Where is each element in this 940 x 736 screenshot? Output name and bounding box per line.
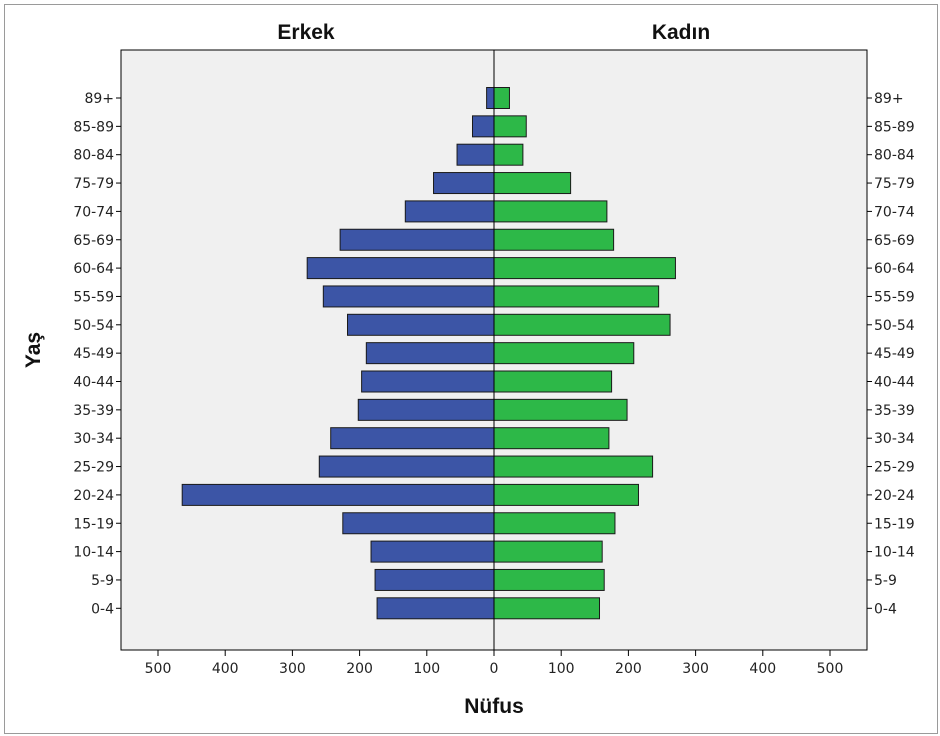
bar-erkek-60-64 (306, 257, 495, 280)
bars-group (181, 87, 676, 620)
bar-kadn-20-24 (493, 483, 639, 506)
bar-kadn-35-39 (493, 398, 628, 421)
y-tick-label-right: 35-39 (874, 403, 915, 419)
x-tick-label: 500 (145, 661, 172, 677)
bar-erkek-55-59 (322, 285, 495, 308)
bar-erkek-5-9 (374, 568, 495, 591)
x-tick-label: 100 (413, 661, 440, 677)
x-tick-label: 400 (749, 661, 776, 677)
bar-kadn-30-34 (493, 427, 610, 450)
bar-kadn-40-44 (493, 370, 613, 393)
x-axis-title: Nüfus (464, 695, 524, 718)
bar-kadn-75-79 (493, 172, 572, 195)
y-tick-label-right: 60-64 (874, 261, 915, 277)
x-tick-label: 500 (817, 661, 844, 677)
y-tick-label-right: 15-19 (874, 516, 915, 532)
bar-erkek-25-29 (318, 455, 495, 478)
x-tick-label: 200 (615, 661, 642, 677)
bar-kadn-85-89 (493, 115, 527, 138)
bar-erkek-35-39 (357, 398, 495, 421)
x-tick-label: 0 (490, 661, 499, 677)
bar-erkek-50-54 (347, 313, 495, 336)
y-tick-label-right: 30-34 (874, 431, 915, 447)
bar-erkek-10-14 (370, 540, 495, 563)
y-tick-label-left: 80-84 (73, 148, 114, 164)
x-tick-label: 400 (212, 661, 239, 677)
y-axis-right: 0-4 5-9 10-14 15-19 20-24 25-29 30-34 35-39 40-4… (867, 91, 915, 617)
chart-frame: Erkek Kadın 0-4 5-9 10-14 15-19 20-24 25-29 30… (4, 4, 938, 734)
y-tick-label-right: 55-59 (874, 289, 915, 305)
bar-kadn-15-19 (493, 512, 616, 535)
y-tick-label-left: 65-69 (73, 233, 114, 249)
y-tick-label-left: 55-59 (73, 289, 114, 305)
y-tick-label-left: 45-49 (73, 346, 114, 362)
y-axis-title: Yaş (22, 332, 45, 368)
y-tick-label-right: 0-4 (874, 601, 897, 617)
y-tick-label-left: 15-19 (73, 516, 114, 532)
bar-erkek-85-89 (471, 115, 495, 138)
bar-kadn-55-59 (493, 285, 660, 308)
bar-erkek-70-74 (404, 200, 495, 223)
y-tick-label-left: 85-89 (73, 119, 114, 135)
y-tick-label-right: 25-29 (874, 460, 915, 476)
bar-erkek-30-34 (330, 427, 495, 450)
panel-title-right: Kadın (652, 21, 710, 44)
y-tick-label-right: 40-44 (874, 375, 915, 391)
y-tick-label-left: 20-24 (73, 488, 114, 504)
bar-kadn-65-69 (493, 228, 615, 251)
y-tick-label-right: 89+ (874, 91, 904, 107)
y-tick-label-right: 10-14 (874, 545, 915, 561)
y-tick-label-right: 20-24 (874, 488, 915, 504)
y-tick-label-right: 65-69 (874, 233, 915, 249)
bar-erkek-80-84 (456, 143, 495, 166)
bar-kadn-5-9 (493, 568, 605, 591)
bar-kadn-45-49 (493, 342, 635, 365)
x-axis: 500 400 300 200 100 0 100 200 300 400 500 (145, 650, 844, 677)
bar-erkek-45-49 (365, 342, 495, 365)
y-tick-label-right: 70-74 (874, 204, 915, 220)
bar-kadn-70-74 (493, 200, 608, 223)
bar-erkek-75-79 (433, 172, 495, 195)
y-tick-label-left: 60-64 (73, 261, 114, 277)
y-tick-label-left: 89+ (84, 91, 114, 107)
bar-kadn-10-14 (493, 540, 603, 563)
y-axis-left: 0-4 5-9 10-14 15-19 20-24 25-29 30-34 35-39 40-4… (73, 91, 121, 617)
bar-erkek-65-69 (339, 228, 495, 251)
bar-kadn-50-54 (493, 313, 671, 336)
y-tick-label-left: 10-14 (73, 545, 114, 561)
bar-erkek-40-44 (361, 370, 495, 393)
y-tick-label-left: 35-39 (73, 403, 114, 419)
y-tick-label-left: 50-54 (73, 318, 114, 334)
bar-erkek-15-19 (342, 512, 495, 535)
y-tick-label-left: 5-9 (91, 573, 114, 589)
y-tick-label-left: 0-4 (91, 601, 114, 617)
bar-kadn-25-29 (493, 455, 654, 478)
y-tick-label-left: 40-44 (73, 375, 114, 391)
bar-kadn-60-64 (493, 257, 676, 280)
y-tick-label-left: 25-29 (73, 460, 114, 476)
y-tick-label-right: 85-89 (874, 119, 915, 135)
x-tick-label: 100 (548, 661, 575, 677)
x-tick-label: 300 (279, 661, 306, 677)
bar-erkek-20-24 (181, 483, 495, 506)
y-tick-label-right: 45-49 (874, 346, 915, 362)
y-tick-label-left: 70-74 (73, 204, 114, 220)
y-tick-label-right: 50-54 (874, 318, 915, 334)
bar-kadn-89+ (493, 87, 510, 109)
y-tick-label-left: 30-34 (73, 431, 114, 447)
population-pyramid-chart: Erkek Kadın 0-4 5-9 10-14 15-19 20-24 25-29 30… (22, 21, 915, 718)
x-tick-label: 300 (682, 661, 709, 677)
panel-title-left: Erkek (277, 21, 335, 44)
bar-erkek-0-4 (376, 597, 495, 620)
y-tick-label-left: 75-79 (73, 176, 114, 192)
y-tick-label-right: 80-84 (874, 148, 915, 164)
bar-erkek-89+ (486, 87, 495, 109)
bar-kadn-0-4 (493, 597, 601, 620)
bar-kadn-80-84 (493, 143, 524, 166)
x-tick-label: 200 (346, 661, 373, 677)
y-tick-label-right: 75-79 (874, 176, 915, 192)
y-tick-label-right: 5-9 (874, 573, 897, 589)
